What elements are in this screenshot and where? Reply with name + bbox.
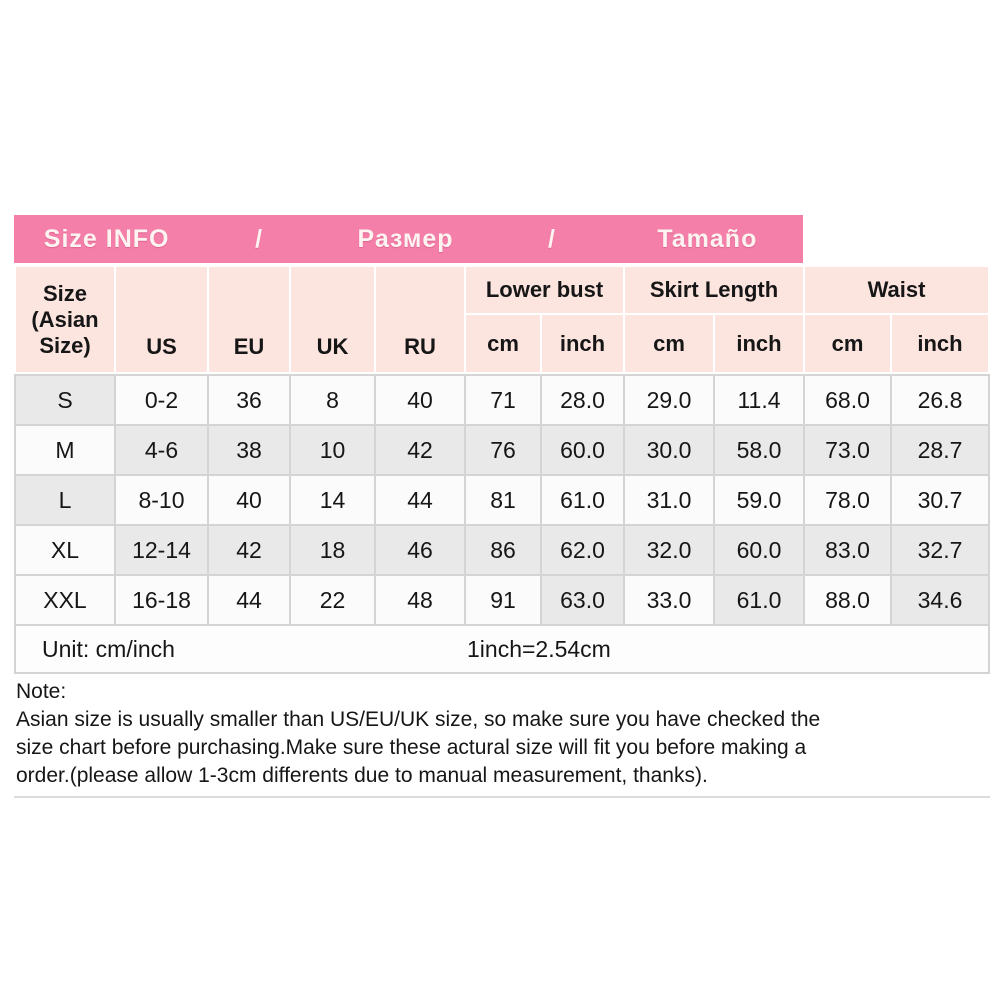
table-cell: 62.0 [542, 526, 623, 574]
table-cell: 8-10 [116, 476, 207, 524]
table-cell: 68.0 [805, 376, 890, 424]
table-cell: 59.0 [715, 476, 803, 524]
table-cell: 78.0 [805, 476, 890, 524]
size-table-header: Size (Asian Size) US EU UK RU Lower bust… [14, 265, 990, 374]
header-skirt-length: Skirt Length [625, 267, 803, 313]
table-cell: 18 [291, 526, 374, 574]
table-cell: 88.0 [805, 576, 890, 624]
row-label-xxl: XXL [16, 576, 114, 624]
table-cell: 46 [376, 526, 464, 574]
table-cell: 44 [376, 476, 464, 524]
table-cell: 60.0 [715, 526, 803, 574]
size-info-title-bar: Size INFO / Размер / Tamaño [14, 215, 803, 263]
table-cell: 33.0 [625, 576, 713, 624]
title-size-info: Size INFO [43, 224, 170, 253]
table-cell: 34.6 [892, 576, 988, 624]
header-lower-bust-cm: cm [466, 315, 540, 372]
unit-row: Unit: cm/inch 1inch=2.54cm [14, 626, 990, 674]
table-cell: 30.0 [625, 426, 713, 474]
header-waist-inch: inch [892, 315, 988, 372]
header-uk: UK [291, 267, 374, 372]
note-line: order.(please allow 1-3cm differents due… [16, 764, 708, 787]
size-table-body: S 0-2 36 8 40 71 28.0 29.0 11.4 68.0 26.8 M 4-6 38 10 4… [14, 374, 990, 626]
table-cell: 16-18 [116, 576, 207, 624]
table-cell: 42 [209, 526, 289, 574]
table-cell: 0-2 [116, 376, 207, 424]
header-lower-bust: Lower bust [466, 267, 623, 313]
header-size-asian: Size (Asian Size) [16, 267, 114, 372]
unit-label: Unit: cm/inch [42, 635, 175, 662]
table-cell: 26.8 [892, 376, 988, 424]
table-cell: 14 [291, 476, 374, 524]
header-skirt-cm: cm [625, 315, 713, 372]
table-cell: 10 [291, 426, 374, 474]
table-cell: 81 [466, 476, 540, 524]
size-chart-block: Size INFO / Размер / Tamaño Size (Asian … [14, 215, 990, 798]
table-cell: 60.0 [542, 426, 623, 474]
header-us: US [116, 267, 207, 372]
note-heading: Note: [16, 680, 67, 703]
header-ru: RU [376, 267, 464, 372]
table-cell: 38 [209, 426, 289, 474]
table-cell: 91 [466, 576, 540, 624]
title-separator: / [255, 224, 264, 253]
table-cell: 22 [291, 576, 374, 624]
table-cell: 76 [466, 426, 540, 474]
table-cell: 32.0 [625, 526, 713, 574]
table-cell: 4-6 [116, 426, 207, 474]
table-cell: 8 [291, 376, 374, 424]
row-label-xl: XL [16, 526, 114, 574]
table-cell: 58.0 [715, 426, 803, 474]
table-cell: 31.0 [625, 476, 713, 524]
inch-conversion-label: 1inch=2.54cm [467, 635, 611, 662]
title-tamano: Tamaño [657, 224, 758, 253]
title-razmer: Размер [357, 224, 454, 253]
table-cell: 44 [209, 576, 289, 624]
header-waist-cm: cm [805, 315, 890, 372]
table-cell: 86 [466, 526, 540, 574]
table-cell: 40 [376, 376, 464, 424]
header-lower-bust-inch: inch [542, 315, 623, 372]
table-cell: 48 [376, 576, 464, 624]
table-cell: 11.4 [715, 376, 803, 424]
header-waist: Waist [805, 267, 988, 313]
table-cell: 63.0 [542, 576, 623, 624]
table-cell: 36 [209, 376, 289, 424]
table-cell: 61.0 [542, 476, 623, 524]
table-cell: 42 [376, 426, 464, 474]
table-cell: 83.0 [805, 526, 890, 574]
header-eu: EU [209, 267, 289, 372]
table-cell: 30.7 [892, 476, 988, 524]
note-line: Asian size is usually smaller than US/EU… [16, 708, 821, 731]
row-label-l: L [16, 476, 114, 524]
table-cell: 73.0 [805, 426, 890, 474]
row-label-s: S [16, 376, 114, 424]
table-cell: 29.0 [625, 376, 713, 424]
header-skirt-inch: inch [715, 315, 803, 372]
table-cell: 12-14 [116, 526, 207, 574]
table-cell: 40 [209, 476, 289, 524]
table-cell: 28.0 [542, 376, 623, 424]
table-cell: 28.7 [892, 426, 988, 474]
row-label-m: M [16, 426, 114, 474]
note-section: Note: Asian size is usually smaller than… [14, 674, 990, 798]
table-cell: 32.7 [892, 526, 988, 574]
table-cell: 71 [466, 376, 540, 424]
table-cell: 61.0 [715, 576, 803, 624]
title-separator: / [547, 224, 556, 253]
note-line: size chart before purchasing.Make sure t… [16, 736, 807, 759]
